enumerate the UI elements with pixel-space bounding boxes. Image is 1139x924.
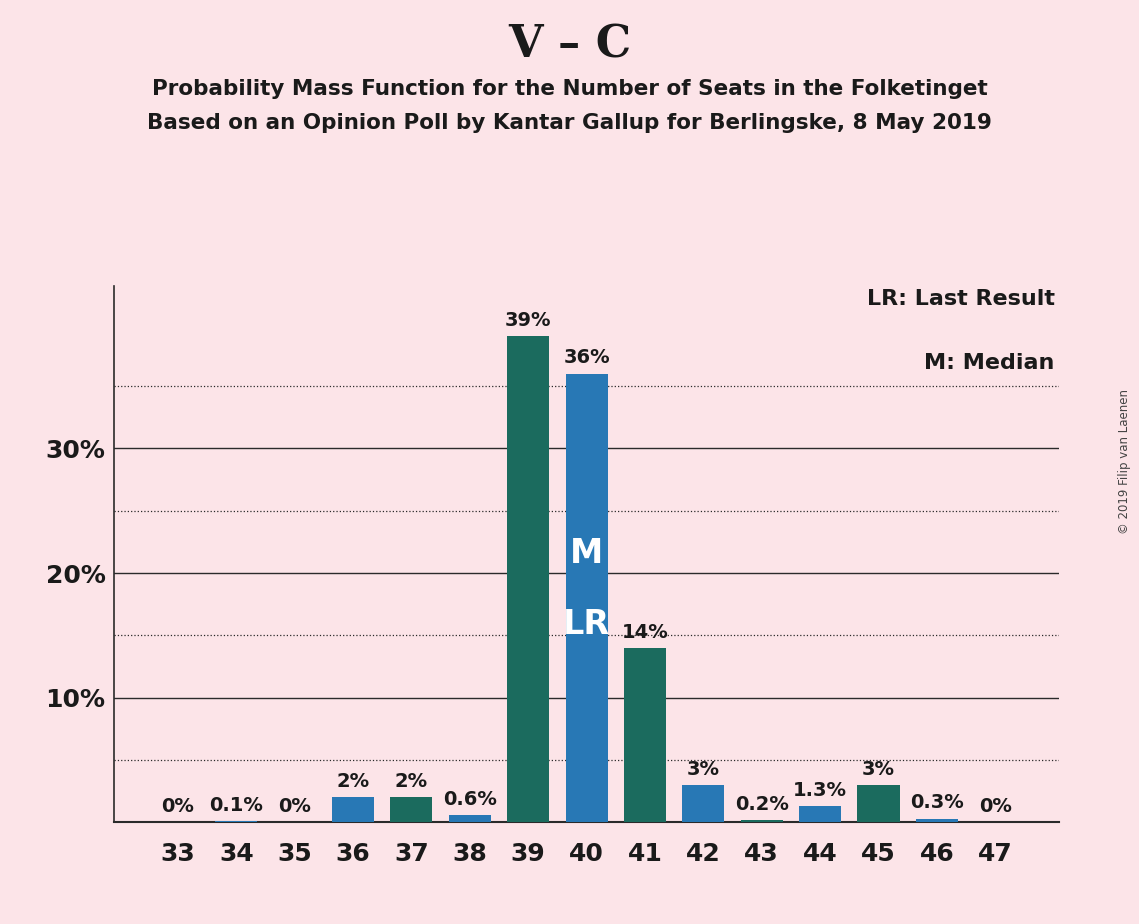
Bar (566, 373, 607, 822)
Text: V – C: V – C (508, 23, 631, 67)
Text: 0.6%: 0.6% (443, 790, 497, 808)
Bar (391, 797, 433, 822)
Text: Probability Mass Function for the Number of Seats in the Folketinget: Probability Mass Function for the Number… (151, 79, 988, 99)
Text: © 2019 Filip van Laenen: © 2019 Filip van Laenen (1118, 390, 1131, 534)
Text: 3%: 3% (862, 760, 895, 779)
Text: 0.2%: 0.2% (735, 795, 788, 814)
Text: 0.1%: 0.1% (210, 796, 263, 815)
Text: 14%: 14% (622, 623, 669, 641)
Text: 39%: 39% (505, 311, 551, 330)
Text: 0.3%: 0.3% (910, 794, 964, 812)
Text: M: Median: M: Median (924, 354, 1055, 373)
Text: 2%: 2% (336, 772, 370, 791)
Bar (916, 819, 958, 822)
Text: LR: LR (563, 608, 611, 641)
Text: LR: Last Result: LR: Last Result (867, 289, 1055, 310)
Text: M: M (570, 537, 604, 570)
Text: 3%: 3% (687, 760, 720, 779)
Bar (624, 648, 666, 822)
Bar (449, 815, 491, 822)
Bar (682, 785, 724, 822)
Bar (858, 785, 900, 822)
Bar (507, 336, 549, 822)
Bar (800, 806, 841, 822)
Text: 0%: 0% (278, 797, 311, 816)
Bar (333, 797, 374, 822)
Text: Based on an Opinion Poll by Kantar Gallup for Berlingske, 8 May 2019: Based on an Opinion Poll by Kantar Gallu… (147, 113, 992, 133)
Text: 0%: 0% (978, 797, 1011, 816)
Bar (215, 821, 257, 822)
Bar (740, 820, 782, 822)
Text: 1.3%: 1.3% (793, 781, 847, 800)
Text: 0%: 0% (162, 797, 195, 816)
Text: 2%: 2% (395, 772, 428, 791)
Text: 36%: 36% (564, 348, 609, 368)
